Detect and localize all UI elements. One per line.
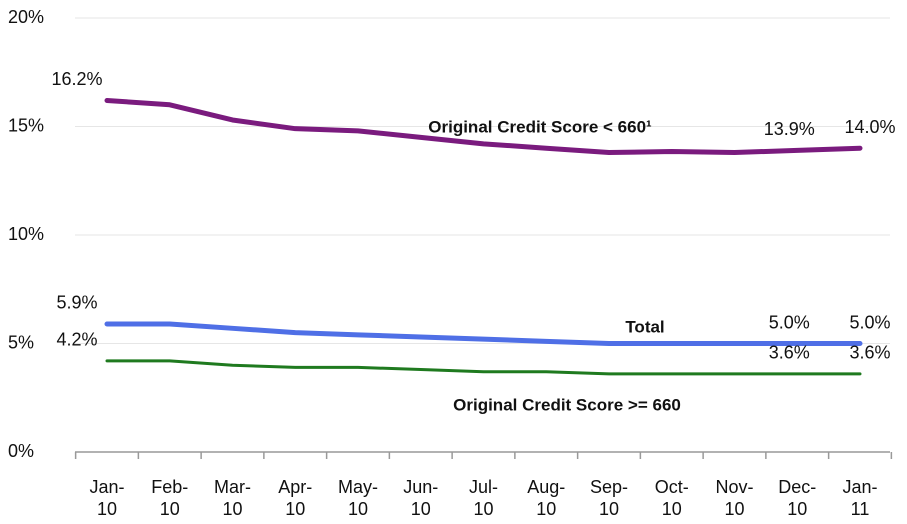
data-label: 5.0% (769, 312, 810, 332)
data-label: 16.2% (51, 69, 102, 89)
x-tick-label: May-10 (338, 477, 378, 519)
y-tick-label: 5% (8, 332, 34, 352)
data-label: 5.9% (56, 293, 97, 313)
x-tick-label: Jan-11 (842, 477, 877, 519)
data-label: 3.6% (849, 343, 890, 363)
data-label: 13.9% (764, 119, 815, 139)
x-tick-label: Jun-10 (403, 477, 438, 519)
x-tick-label: Oct-10 (655, 477, 689, 519)
x-tick-label: Mar-10 (214, 477, 251, 519)
data-label: 3.6% (769, 343, 810, 363)
data-label: 4.2% (56, 330, 97, 350)
y-tick-label: 10% (8, 224, 44, 244)
series-label: Total (625, 317, 664, 336)
x-tick-label: Feb-10 (151, 477, 188, 519)
series-label: Original Credit Score >= 660 (453, 395, 681, 414)
x-tick-label: Jan-10 (89, 477, 124, 519)
y-tick-label: 20% (8, 7, 44, 27)
x-tick-label: Jul-10 (469, 477, 498, 519)
series-label: Original Credit Score < 660¹ (428, 117, 652, 136)
x-tick-label: Sep-10 (590, 477, 628, 519)
y-tick-label: 0% (8, 441, 34, 461)
series-line (104, 97, 863, 156)
series-line (105, 359, 862, 376)
x-tick-label: Dec-10 (778, 477, 816, 519)
x-tick-label: Apr-10 (278, 477, 312, 519)
y-tick-label: 15% (8, 115, 44, 135)
data-label: 14.0% (844, 117, 895, 137)
series-line (104, 321, 863, 346)
data-label: 5.0% (849, 312, 890, 332)
x-tick-label: Nov-10 (715, 477, 753, 519)
x-tick-label: Aug-10 (527, 477, 565, 519)
